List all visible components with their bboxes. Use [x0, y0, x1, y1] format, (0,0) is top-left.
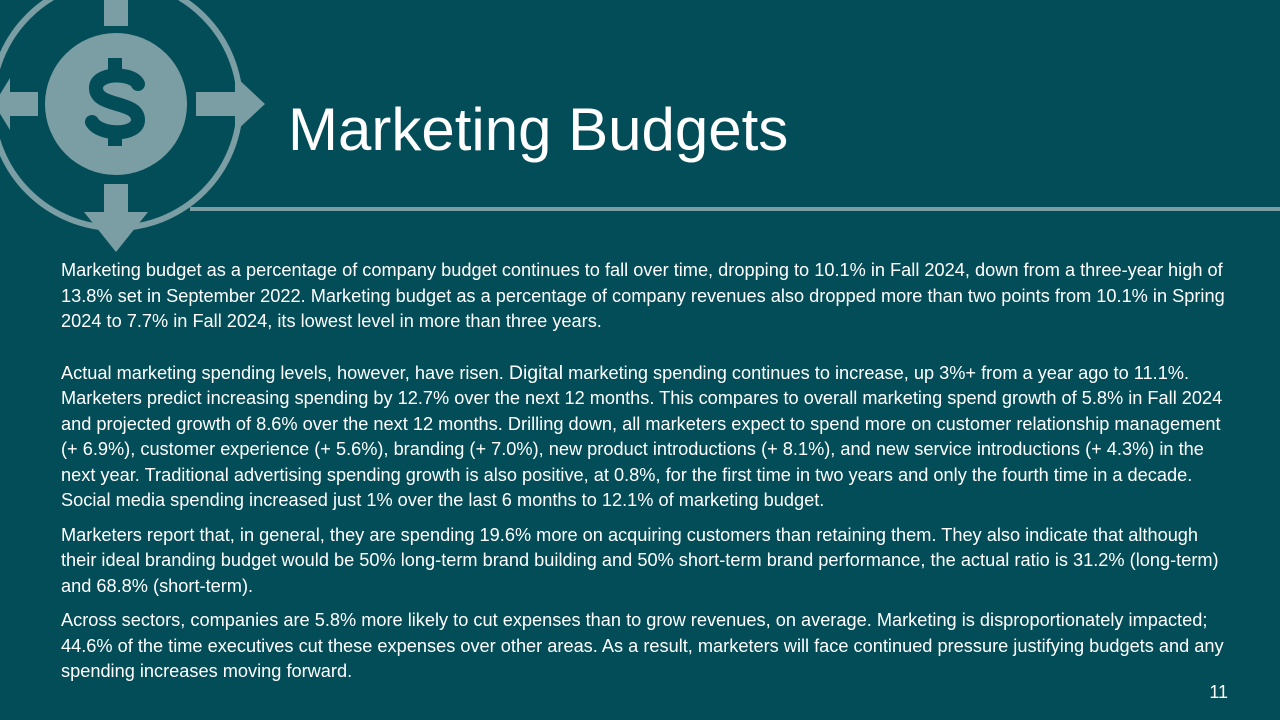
paragraph-spending-levels: Actual marketing spending levels, howeve…	[61, 361, 1233, 514]
dollar-circle-arrows-icon	[0, 0, 265, 252]
paragraph-acquisition: Marketers report that, in general, they …	[61, 524, 1219, 596]
paragraph-gap	[61, 514, 1233, 523]
paragraph-spending-emphasis: Digital	[508, 361, 564, 384]
icon-arrow-right	[196, 76, 265, 132]
paragraph-spending-rest: marketing spending continues to increase…	[61, 362, 1223, 511]
paragraph-gap	[61, 335, 1233, 361]
slide-title: Marketing Budgets	[288, 96, 789, 163]
paragraph-sectors: Across sectors, companies are 5.8% more …	[61, 610, 1224, 681]
icon-arrow-left	[0, 78, 38, 130]
icon-arrow-down	[84, 184, 148, 252]
paragraph-spending-lead: Actual marketing spending levels, howeve…	[61, 362, 509, 383]
slide-body: Marketing budget as a percentage of comp…	[61, 258, 1233, 685]
icon-arrow-up	[104, 0, 128, 26]
dollar-sign-icon	[85, 58, 146, 146]
title-divider-line	[190, 207, 1280, 211]
paragraph-budget-share: Marketing budget as a percentage of comp…	[61, 260, 1225, 331]
page-number: 11	[1209, 682, 1228, 702]
paragraph-gap	[61, 599, 1233, 608]
